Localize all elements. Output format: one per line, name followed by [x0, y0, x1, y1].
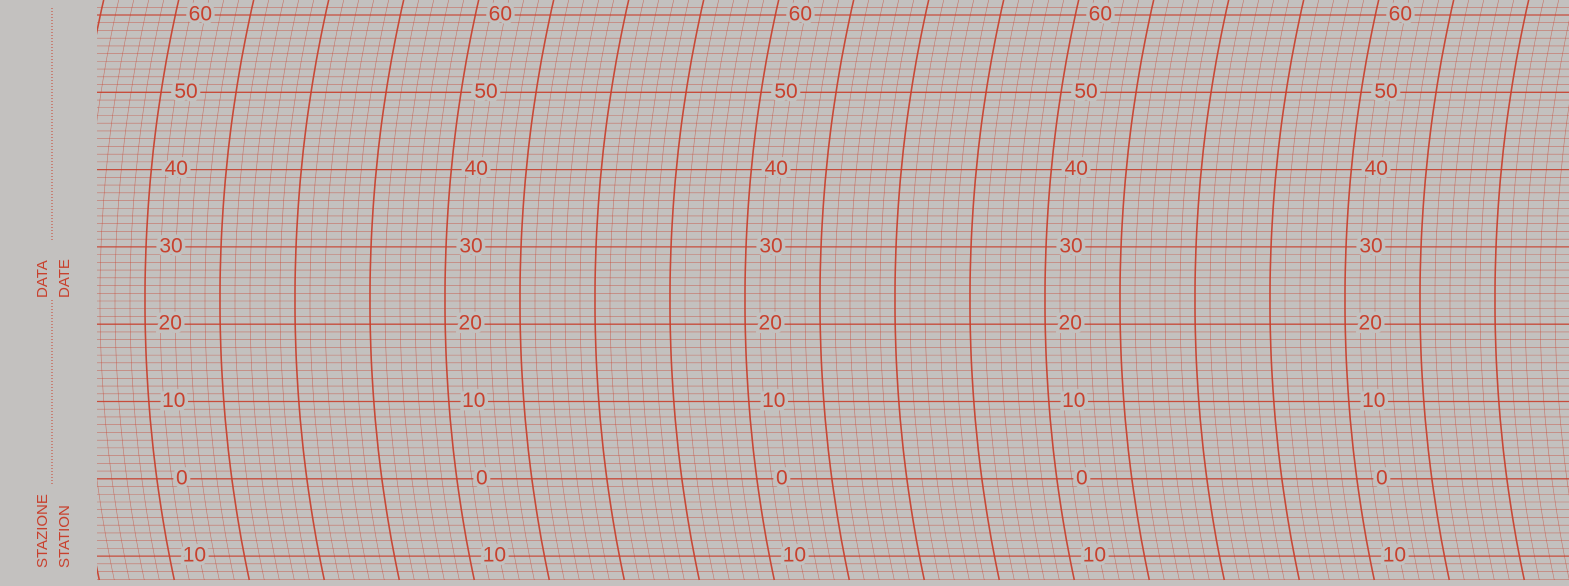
scale-label: 0	[776, 466, 788, 489]
scale-label: 0	[1076, 466, 1088, 489]
scale-label: 10	[462, 389, 485, 412]
scale-label: 50	[774, 80, 797, 103]
scale-label: 10	[762, 389, 785, 412]
scale-label: 10	[1083, 544, 1106, 567]
scale-label: 40	[165, 157, 188, 180]
scale-label: 30	[759, 234, 782, 257]
scale-label: 0	[1376, 466, 1388, 489]
scale-label: 10	[1062, 389, 1085, 412]
scale-label: 10	[783, 544, 806, 567]
station-it: STAZIONE	[34, 494, 51, 568]
scale-label: 40	[765, 157, 788, 180]
scale-label: 60	[189, 3, 212, 26]
scale-label: 10	[183, 544, 206, 567]
scale-label: 20	[1059, 312, 1082, 335]
scale-label: 50	[474, 80, 497, 103]
scale-label: 30	[159, 234, 182, 257]
date-it: DATA	[34, 260, 51, 298]
scale-label: 20	[1359, 312, 1382, 335]
scale-label: 30	[459, 234, 482, 257]
scale-label: 60	[489, 3, 512, 26]
scale-label: 60	[1089, 3, 1112, 26]
scale-label: 20	[759, 312, 782, 335]
scale-label: 50	[1074, 80, 1097, 103]
scale-label: 0	[176, 466, 188, 489]
scale-label: 30	[1059, 234, 1082, 257]
scale-label: 50	[1374, 80, 1397, 103]
scale-label: 20	[459, 312, 482, 335]
scale-label: 40	[465, 157, 488, 180]
scale-label: 10	[1383, 544, 1406, 567]
station-en: STATION	[56, 505, 73, 568]
scale-label: 0	[476, 466, 488, 489]
scale-label: 40	[1065, 157, 1088, 180]
scale-label: 60	[1389, 3, 1412, 26]
scale-label: 50	[174, 80, 197, 103]
scale-label: 60	[789, 3, 812, 26]
scale-label: 10	[162, 389, 185, 412]
scale-label: 10	[1362, 389, 1385, 412]
scale-label: 40	[1365, 157, 1388, 180]
scale-label: 30	[1359, 234, 1382, 257]
scale-label: 20	[159, 312, 182, 335]
scale-label: 10	[483, 544, 506, 567]
date-en: DATE	[56, 259, 73, 298]
chart-paper: 60 50 40 30 20 10 0 10 60 50 40 30 20 10 0 10 60 50 40 30 20…	[0, 0, 1569, 586]
